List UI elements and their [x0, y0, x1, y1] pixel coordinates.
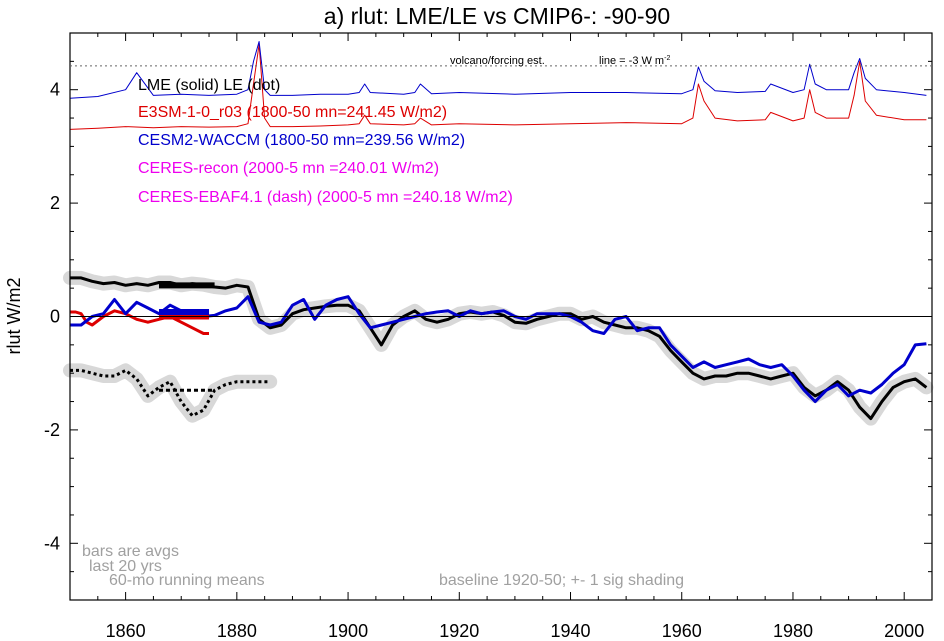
- x-tick-label: 1960: [662, 621, 702, 641]
- le-dot-line: [70, 368, 271, 418]
- x-tick-label: 1940: [550, 621, 590, 641]
- uncertainty-shading: [63, 270, 934, 426]
- line-annotation: line = -3 W m-2: [599, 55, 670, 67]
- lme-solid-line: [70, 276, 928, 421]
- cesm2-waccm-line: [70, 295, 927, 404]
- y-tick-label: 0: [50, 307, 60, 327]
- x-tick-label: 1980: [773, 621, 813, 641]
- x-tick-label: 1900: [328, 621, 368, 641]
- y-tick-label: 2: [50, 193, 60, 213]
- x-tick-label: 1920: [439, 621, 479, 641]
- e3sm-1-0-r03-forcing-line: [69, 43, 927, 130]
- bars-layer: [158, 282, 215, 392]
- forcing-annotation: volcano/forcing est.: [450, 55, 545, 67]
- legend-entry: CERES-recon (2000-5 mn =240.01 W/m2): [138, 160, 439, 177]
- last20-note: last 20 yrs: [89, 558, 162, 575]
- y-tick-label: -4: [44, 533, 60, 553]
- y-axis-label: rlut W/m2: [4, 277, 24, 354]
- series-layer: [69, 41, 928, 421]
- ticks-layer: -4 -2 0 2 4 1860 1880 1900 1920 1940 1960 1980 2000: [44, 32, 932, 641]
- x-tick-label: 1880: [217, 621, 257, 641]
- bars-note: bars are avgs: [82, 543, 179, 560]
- y-tick-label: 4: [50, 80, 60, 100]
- legend: LME (solid) LE (dot) E3SM-1-0_r03 (1800-5…: [138, 77, 513, 206]
- legend-entry: E3SM-1-0_r03 (1800-50 mn=241.45 W/m2): [138, 104, 447, 121]
- legend-entry: LME (solid) LE (dot): [138, 77, 280, 94]
- baseline-note: baseline 1920-50; +- 1 sig shading: [439, 572, 684, 589]
- running-means-note: 60-mo running means: [109, 572, 265, 589]
- legend-entry: CESM2-WACCM (1800-50 mn=239.56 W/m2): [138, 132, 465, 149]
- legend-entry: CERES-EBAF4.1 (dash) (2000-5 mn =240.18 …: [138, 189, 513, 206]
- le-dot-shading: [63, 363, 278, 423]
- y-tick-label: -2: [44, 420, 60, 440]
- cesm2-waccm-forcing-line: [69, 41, 927, 99]
- chart-title: a) rlut: LME/LE vs CMIP6-: -90-90: [324, 3, 670, 29]
- x-tick-label: 1860: [106, 621, 146, 641]
- lme-solid-shading: [63, 270, 934, 426]
- x-tick-label: 2000: [884, 621, 924, 641]
